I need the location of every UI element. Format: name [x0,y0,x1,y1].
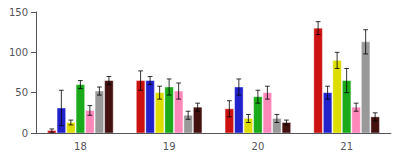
svg-text:18: 18 [74,141,87,152]
svg-text:20: 20 [252,141,265,152]
svg-text:21: 21 [340,141,353,152]
svg-text:100: 100 [9,47,28,58]
svg-text:0: 0 [22,128,28,139]
svg-text:150: 150 [9,7,28,18]
svg-text:19: 19 [163,141,176,152]
svg-text:50: 50 [15,87,28,98]
